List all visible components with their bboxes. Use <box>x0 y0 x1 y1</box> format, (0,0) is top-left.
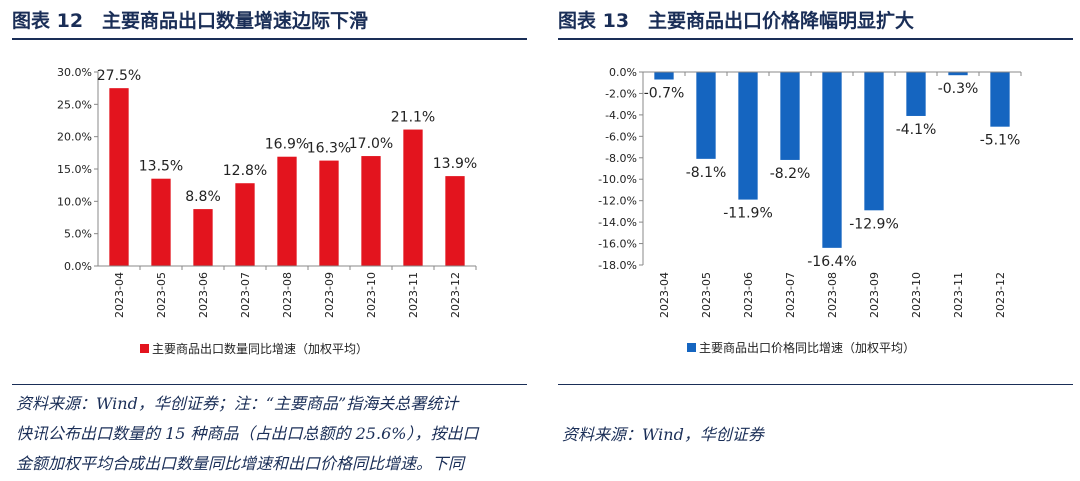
left-source-note: 资料来源：Wind，华创证券；注：“主要商品”指海关总署统计 快讯公布出口数量的… <box>16 389 536 479</box>
data-label: -16.4% <box>807 254 857 270</box>
bar <box>780 72 800 160</box>
bar <box>403 129 423 266</box>
bar <box>990 72 1010 127</box>
x-tick-label: 2023-07 <box>784 272 797 318</box>
data-label: 8.8% <box>185 189 221 205</box>
y-tick-label: -12.0% <box>598 195 637 208</box>
left-source-line: 快讯公布出口数量的 15 种商品（占出口总额的 25.6%），按出口 <box>16 424 479 443</box>
y-tick-label: 0.0% <box>64 260 92 273</box>
bar <box>948 72 968 76</box>
data-label: 13.9% <box>433 156 477 172</box>
bar <box>445 176 465 266</box>
x-tick-label: 2023-07 <box>239 272 252 318</box>
y-tick-label: 15.0% <box>57 163 92 176</box>
x-tick-label: 2023-05 <box>700 272 713 318</box>
bar <box>193 209 213 266</box>
bar <box>864 72 884 211</box>
data-label: -4.1% <box>896 122 937 138</box>
x-tick-label: 2023-05 <box>155 272 168 318</box>
data-label: -11.9% <box>723 206 773 222</box>
right-chart-title: 图表 13 主要商品出口价格降幅明显扩大 <box>558 10 915 32</box>
left-source-line: 金额加权平均合成出口数量同比增速和出口价格同比增速。下同 <box>16 454 465 473</box>
data-label: 21.1% <box>391 110 435 126</box>
x-tick-label: 2023-12 <box>994 272 1007 318</box>
x-tick-label: 2023-11 <box>952 272 965 318</box>
data-label: 16.3% <box>307 141 351 157</box>
left-source-rule <box>12 384 527 385</box>
legend-label: 主要商品出口价格同比增速（加权平均） <box>699 340 915 355</box>
data-label: 16.9% <box>265 137 309 153</box>
legend-swatch <box>140 344 149 353</box>
data-label: -0.3% <box>938 81 979 97</box>
y-tick-label: 25.0% <box>57 98 92 111</box>
y-tick-label: -6.0% <box>605 130 637 143</box>
bar <box>906 72 926 116</box>
y-tick-label: -8.0% <box>605 152 637 165</box>
data-label: -12.9% <box>849 216 899 232</box>
y-tick-label: -2.0% <box>605 87 637 100</box>
bar <box>151 178 171 266</box>
bar <box>361 156 381 266</box>
data-label: -5.1% <box>980 133 1021 149</box>
y-tick-label: 20.0% <box>57 131 92 144</box>
data-label: -0.7% <box>644 86 685 102</box>
bar <box>277 156 297 266</box>
x-tick-label: 2023-09 <box>868 272 881 318</box>
bar <box>319 160 339 266</box>
y-tick-label: 0.0% <box>609 66 637 79</box>
right-source-note: 资料来源：Wind，华创证券 <box>562 425 764 444</box>
left-title-rule <box>12 38 527 40</box>
x-tick-label: 2023-04 <box>658 272 671 318</box>
bar <box>235 183 255 266</box>
left-chart-title: 图表 12 主要商品出口数量增速边际下滑 <box>12 10 369 32</box>
left-source-line: 资料来源：Wind，华创证券；注：“主要商品”指海关总署统计 <box>16 394 459 413</box>
data-label: 12.8% <box>223 163 267 179</box>
x-tick-label: 2023-11 <box>407 272 420 318</box>
x-tick-label: 2023-09 <box>323 272 336 318</box>
right-title-rule <box>558 38 1073 40</box>
legend-label: 主要商品出口数量同比增速（加权平均） <box>152 341 368 356</box>
x-tick-label: 2023-12 <box>449 272 462 318</box>
y-tick-label: -4.0% <box>605 109 637 122</box>
bar <box>822 72 842 248</box>
right-bar-chart: 0.0% -2.0% -4.0% -6.0% -8.0% -10.0% -12.0% -14.… <box>598 66 1022 355</box>
x-tick-label: 2023-10 <box>910 272 923 318</box>
legend-swatch <box>687 343 696 352</box>
x-tick-label: 2023-04 <box>113 272 126 318</box>
left-bar-chart: 0.0% 5.0% 10.0% 15.0% 20.0% 25.0% 30.0% 27.5% 20… <box>57 66 477 356</box>
x-tick-label: 2023-06 <box>197 272 210 318</box>
y-tick-label: -16.0% <box>598 238 637 251</box>
data-label: 17.0% <box>349 136 393 152</box>
y-tick-label: -18.0% <box>598 259 637 272</box>
right-source-rule <box>558 384 1073 385</box>
x-tick-label: 2023-06 <box>742 272 755 318</box>
y-tick-label: -10.0% <box>598 173 637 186</box>
x-tick-label: 2023-08 <box>281 272 294 318</box>
bar <box>696 72 716 159</box>
x-tick-label: 2023-08 <box>826 272 839 318</box>
data-label: 13.5% <box>139 159 183 175</box>
y-tick-label: 10.0% <box>57 195 92 208</box>
y-tick-label: 5.0% <box>64 228 92 241</box>
bar <box>654 72 674 80</box>
data-label: 27.5% <box>97 68 141 84</box>
bar <box>738 72 758 200</box>
bar <box>109 88 129 266</box>
data-label: -8.2% <box>770 166 811 182</box>
y-tick-label: 30.0% <box>57 66 92 79</box>
y-tick-label: -14.0% <box>598 216 637 229</box>
x-tick-label: 2023-10 <box>365 272 378 318</box>
data-label: -8.1% <box>686 165 727 181</box>
